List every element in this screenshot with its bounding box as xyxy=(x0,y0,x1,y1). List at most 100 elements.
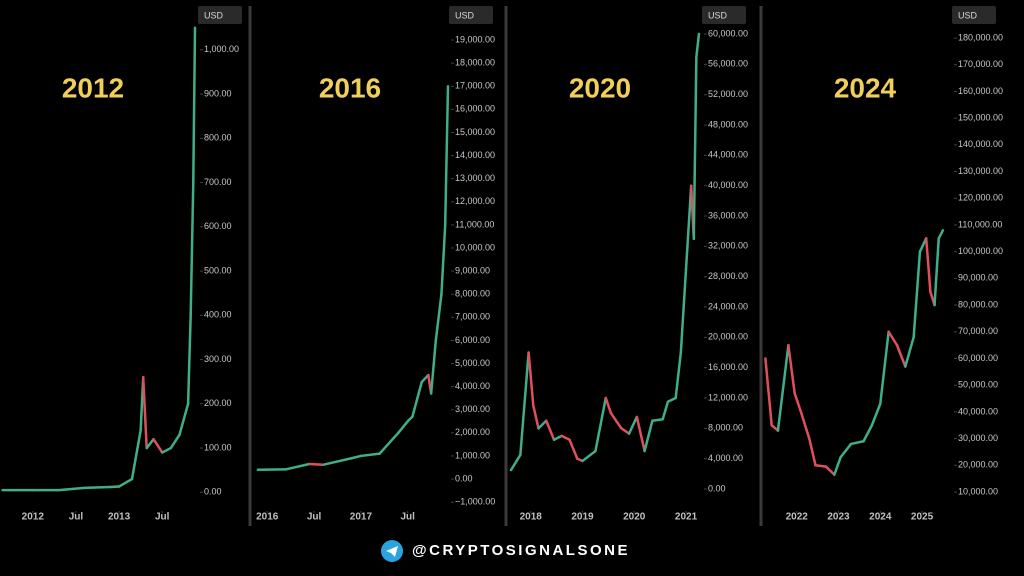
price-segment xyxy=(152,437,164,454)
y-tick-label: 900.00 xyxy=(204,88,232,98)
x-tick-label: 2021 xyxy=(675,512,698,523)
price-segment xyxy=(666,396,677,404)
price-segment xyxy=(924,237,932,293)
y-tick-label: 50,000.00 xyxy=(958,380,998,390)
price-segment xyxy=(359,452,381,458)
price-segment xyxy=(169,433,181,450)
x-tick-label: 2018 xyxy=(520,512,543,523)
x-tick-label: 2019 xyxy=(571,512,594,523)
y-tick-label: 12,000.00 xyxy=(708,392,748,402)
panel: USD 2012 0.00 100.00 200.00 300.00 400.00 500.0… xyxy=(1,6,242,523)
price-segment xyxy=(620,427,631,435)
price-segment xyxy=(814,464,828,468)
y-tick-label: 70,000.00 xyxy=(958,326,998,336)
price-segment xyxy=(160,446,173,454)
panel: USD 2024 10,000.00 20,000.00 30,000.00 40,000… xyxy=(764,6,1003,523)
y-tick-label: 24,000.00 xyxy=(708,301,748,311)
price-segment xyxy=(411,380,424,418)
unit-label: USD xyxy=(958,10,978,20)
price-segment xyxy=(544,419,556,441)
y-tick-label: 4,000.00 xyxy=(708,453,743,463)
x-tick-label: 2017 xyxy=(350,512,373,523)
y-tick-label: 6,000.00 xyxy=(455,335,490,345)
price-segment xyxy=(560,434,571,441)
y-tick-label: 500.00 xyxy=(204,265,232,275)
y-tick-label: 44,000.00 xyxy=(708,150,748,160)
price-segment xyxy=(189,181,195,317)
y-tick-label: 8,000.00 xyxy=(455,289,490,299)
price-segment xyxy=(635,415,646,453)
y-tick-label: 1,000.00 xyxy=(204,44,239,54)
y-tick-label: 100,000.00 xyxy=(958,246,1003,256)
y-tick-label: 4,000.00 xyxy=(455,381,490,391)
x-tick-label: 2023 xyxy=(827,512,850,523)
price-segment xyxy=(679,267,688,354)
price-segment xyxy=(192,26,197,184)
price-segment xyxy=(862,423,874,443)
panel-title: 2012 xyxy=(62,72,124,103)
y-tick-label: 16,000.00 xyxy=(708,362,748,372)
price-segment xyxy=(378,431,400,455)
price-segment xyxy=(651,417,664,423)
y-tick-label: 15,000.00 xyxy=(455,127,495,137)
price-segment xyxy=(870,402,882,427)
y-tick-label: 13,000.00 xyxy=(455,173,495,183)
y-tick-label: 150,000.00 xyxy=(958,113,1003,123)
price-segment xyxy=(117,477,134,488)
y-tick-label: 9,000.00 xyxy=(455,265,490,275)
y-tick-label: 40,000.00 xyxy=(958,406,998,416)
price-segment xyxy=(776,343,790,432)
y-tick-label: 5,000.00 xyxy=(455,358,490,368)
y-tick-label: 0.00 xyxy=(708,483,726,493)
y-tick-label: 200.00 xyxy=(204,398,232,408)
panel-title: 2024 xyxy=(834,72,897,103)
y-tick-label: 100.00 xyxy=(204,442,232,452)
price-segment xyxy=(552,434,564,441)
price-segment xyxy=(537,419,548,430)
y-tick-label: 60,000.00 xyxy=(708,28,748,38)
price-segment xyxy=(429,339,438,395)
price-segment xyxy=(519,351,530,457)
price-segment xyxy=(824,465,836,476)
price-segment xyxy=(643,419,654,453)
price-segment xyxy=(933,237,940,307)
y-tick-label: 56,000.00 xyxy=(708,59,748,69)
panel-title: 2020 xyxy=(569,72,631,103)
x-tick-label: Jul xyxy=(401,512,416,523)
y-tick-label: 36,000.00 xyxy=(708,210,748,220)
price-segment xyxy=(178,402,190,437)
y-tick-label: 0.00 xyxy=(204,487,222,497)
panel: USD 2020 0.00 4,000.00 8,000.00 12,000.00 16,0… xyxy=(509,6,748,523)
y-tick-label: 20,000.00 xyxy=(958,460,998,470)
telegram-icon xyxy=(381,540,403,562)
y-tick-label: 300.00 xyxy=(204,354,232,364)
price-segment xyxy=(350,454,363,460)
y-tick-label: 400.00 xyxy=(204,310,232,320)
price-segment xyxy=(57,486,86,492)
x-tick-label: 2025 xyxy=(911,512,934,523)
price-segment xyxy=(833,456,842,476)
price-segment xyxy=(661,400,670,421)
y-tick-label: 28,000.00 xyxy=(708,271,748,281)
y-tick-label: 19,000.00 xyxy=(455,34,495,44)
panel-title: 2016 xyxy=(319,72,381,103)
y-tick-label: 80,000.00 xyxy=(958,299,998,309)
x-tick-label: 2020 xyxy=(623,512,646,523)
x-tick-label: Jul xyxy=(69,512,84,523)
x-tick-label: 2016 xyxy=(256,512,279,523)
y-tick-label: −1,000.00 xyxy=(455,497,495,507)
unit-label: USD xyxy=(708,10,728,20)
price-segment xyxy=(793,391,803,414)
price-segment xyxy=(141,376,148,450)
price-segment xyxy=(808,437,817,467)
unit-box xyxy=(702,6,746,24)
y-tick-label: 40,000.00 xyxy=(708,180,748,190)
x-tick-label: 2012 xyxy=(22,512,45,523)
price-segment xyxy=(609,411,623,430)
y-tick-label: 3,000.00 xyxy=(455,404,490,414)
y-tick-label: 52,000.00 xyxy=(708,89,748,99)
price-segment xyxy=(130,429,142,481)
price-segment xyxy=(527,351,535,407)
y-tick-label: 0.00 xyxy=(455,473,473,483)
price-segment xyxy=(764,357,773,427)
